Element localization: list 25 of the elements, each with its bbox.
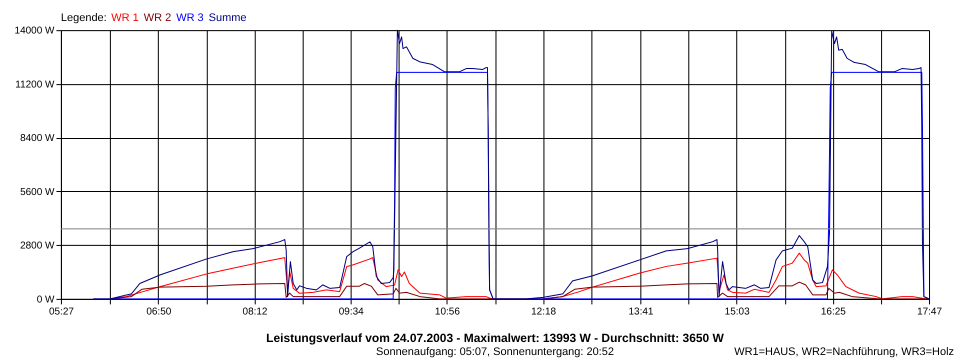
x-tick-label: 10:56 [434,306,460,318]
x-tick-label: 12:18 [531,306,557,318]
x-tick-label: 16:25 [820,306,846,318]
x-tick-label: 06:50 [146,306,172,318]
x-tick-label: 08:12 [242,306,268,318]
text: WR 1 [111,12,139,24]
text: Leistungsverlauf vom 24.07.2003 - Maximalwert: 13993 W - Durchschnitt: 3650 W [266,330,725,345]
x-tick-label: 13:41 [628,306,654,318]
y-tick-label: 0 W [36,294,56,306]
x-tick-label: 05:27 [48,306,74,318]
legend-title: Legende: [60,12,107,24]
line-series [92,30,930,300]
y-tick-label: 5600 W [20,186,56,198]
y-tick-label: 2800 W [20,240,56,252]
text: WR 2 [144,12,172,24]
x-tick-label: 09:34 [338,306,364,318]
text: WR1=HAUS, WR2=Nachführung, WR3=Holz [734,346,954,358]
text: Summe [208,12,246,24]
y-tick-label: 14000 W [14,26,56,37]
x-tick-label: 15:03 [724,306,750,318]
text: Sonnenaufgang: 05:07, Sonnenuntergang: 20:52 [376,346,614,358]
y-tick-label: 11200 W [15,79,56,90]
x-tick-label: 17:47 [917,306,942,318]
y-tick-label: 8400 W [20,133,56,144]
text: WR 3 [176,12,204,24]
